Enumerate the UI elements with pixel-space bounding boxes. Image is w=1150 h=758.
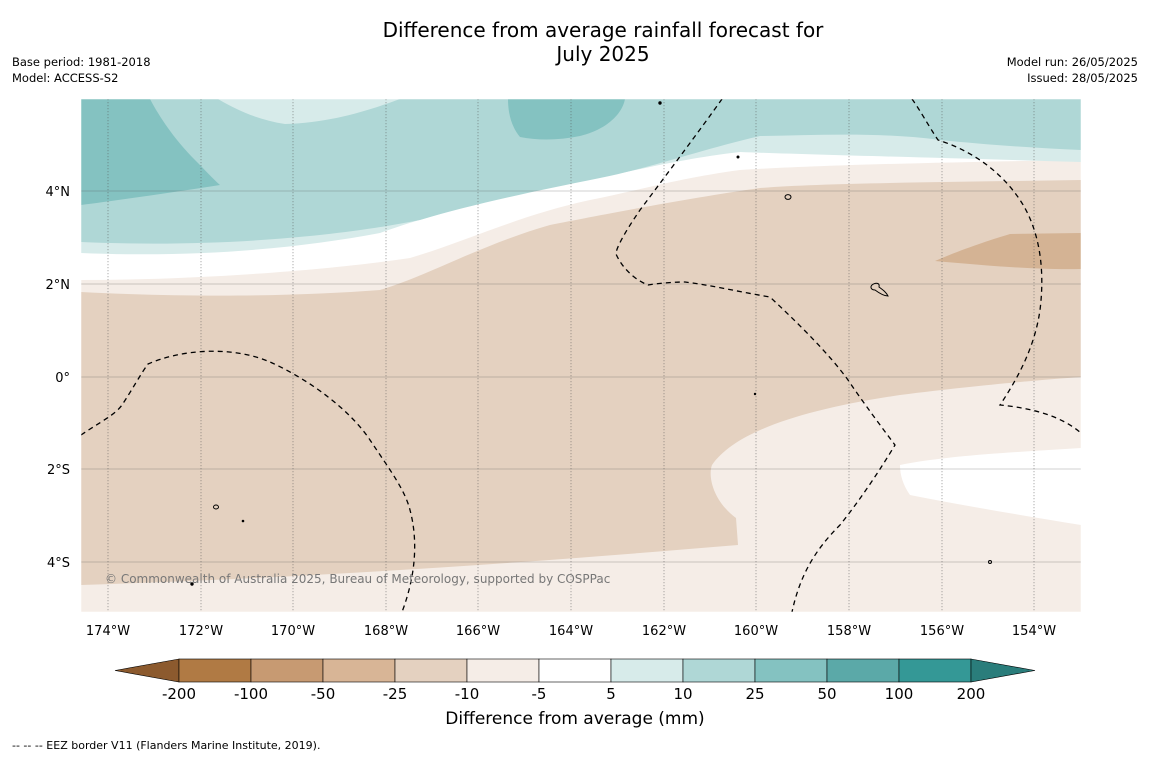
colorbar-tick-label: 200	[957, 685, 986, 703]
copyright-text: © Commonwealth of Australia 2025, Bureau…	[105, 572, 610, 586]
map-frame	[80, 98, 1082, 613]
colorbar-swatch	[898, 658, 972, 683]
colorbar-extend-high	[970, 658, 1036, 683]
model-run-text: Model run: 26/05/2025	[1006, 55, 1138, 69]
colorbar-swatch	[250, 658, 324, 683]
title-line-1: Difference from average rainfall forecas…	[382, 18, 824, 42]
colorbar-tick-label: 25	[745, 685, 764, 703]
eez-borders	[81, 99, 1081, 612]
issued-text: Issued: 28/05/2025	[1027, 71, 1138, 85]
lat-label: 0°	[55, 371, 70, 386]
colorbar-swatch	[466, 658, 540, 683]
colorbar-tick-label: -10	[455, 685, 480, 703]
colorbar-swatch	[394, 658, 468, 683]
band-pos25-pos50-west	[81, 99, 220, 205]
lat-label: 4°N	[46, 185, 71, 200]
title-line-2: July 2025	[556, 42, 650, 66]
graticule	[81, 99, 1081, 612]
colorbar-tick-label: 5	[606, 685, 616, 703]
colorbar-tick-label: -50	[311, 685, 336, 703]
lon-label: 170°W	[271, 624, 315, 639]
colorbar-swatch	[682, 658, 756, 683]
meta-right: Model run: 26/05/2025 Issued: 28/05/2025	[1007, 54, 1138, 86]
lon-label: 168°W	[364, 624, 408, 639]
colorbar-swatch	[178, 658, 252, 683]
lat-label: 2°S	[47, 463, 70, 478]
map-canvas	[81, 99, 1081, 612]
lon-label: 164°W	[549, 624, 593, 639]
islands	[190, 101, 992, 586]
colorbar-title: Difference from average (mm)	[445, 709, 705, 729]
colorbar-tick-label: -100	[234, 685, 268, 703]
band-neg5-neg10-south	[81, 377, 1081, 612]
lon-labels: 174°W 172°W 170°W 168°W 166°W 164°W 162°…	[86, 624, 1056, 639]
colorbar-tick-label: 50	[817, 685, 836, 703]
lat-labels: 4°N 2°N 0° 2°S 4°S	[46, 185, 71, 571]
lon-label: 166°W	[456, 624, 500, 639]
band-neutral-southeast	[900, 448, 1081, 525]
base-period-text: Base period: 1981-2018	[12, 55, 151, 69]
colorbar-swatch	[538, 658, 612, 683]
lon-label: 156°W	[920, 624, 964, 639]
lon-label: 174°W	[86, 624, 130, 639]
lon-label: 172°W	[179, 624, 223, 639]
lon-label: 162°W	[642, 624, 686, 639]
colorbar-swatch	[754, 658, 828, 683]
eez-footnote: -- -- -- EEZ border V11 (Flanders Marine…	[12, 739, 321, 752]
colorbar-tick-label: -25	[383, 685, 408, 703]
lat-label: 4°S	[47, 556, 70, 571]
colorbar: -200 -100 -50 -25 -10 -5 5 10 25 50 100 200	[114, 658, 1036, 703]
band-neg25-neg50-east	[935, 233, 1081, 270]
colorbar-tick-label: -200	[162, 685, 196, 703]
colorbar-swatch	[322, 658, 396, 683]
model-text: Model: ACCESS-S2	[12, 71, 119, 85]
band-pos5-pos10-top	[218, 99, 400, 124]
colorbar-tick-label: -5	[532, 685, 547, 703]
lon-label: 158°W	[827, 624, 871, 639]
lat-label: 2°N	[46, 278, 71, 293]
meta-left: Base period: 1981-2018 Model: ACCESS-S2	[12, 54, 151, 86]
colorbar-swatch	[826, 658, 900, 683]
colorbar-tick-label: 100	[885, 685, 914, 703]
lon-label: 160°W	[734, 624, 778, 639]
colorbar-extend-low	[114, 658, 180, 683]
colorbar-tick-label: 10	[673, 685, 692, 703]
lon-label: 154°W	[1012, 624, 1056, 639]
band-pos10-pos25	[81, 99, 1081, 244]
band-pos25-pos50-centre	[508, 99, 625, 140]
colorbar-swatch	[610, 658, 684, 683]
map-title: Difference from average rainfall forecas…	[0, 18, 1150, 66]
